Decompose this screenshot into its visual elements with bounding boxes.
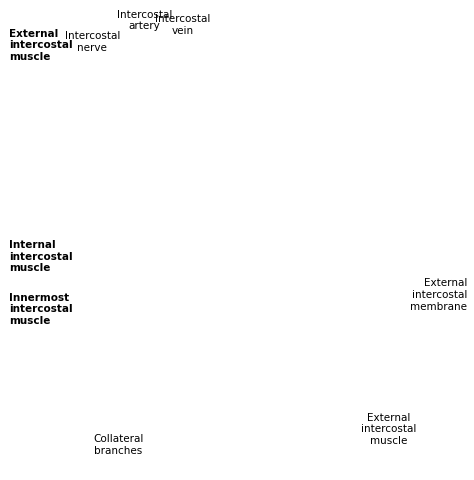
Text: Innermost
intercostal
muscle: Innermost intercostal muscle: [9, 293, 73, 326]
Text: Internal
intercostal
muscle: Internal intercostal muscle: [9, 240, 73, 273]
Text: Intercostal
artery: Intercostal artery: [117, 10, 172, 31]
Text: External
intercostal
membrane: External intercostal membrane: [410, 278, 467, 312]
Text: Collateral
branches: Collateral branches: [93, 434, 144, 456]
Text: External
intercostal
muscle: External intercostal muscle: [9, 29, 73, 62]
Text: External
intercostal
muscle: External intercostal muscle: [361, 413, 416, 446]
Text: Intercostal
vein: Intercostal vein: [155, 14, 210, 36]
Text: Intercostal
nerve: Intercostal nerve: [65, 31, 120, 53]
